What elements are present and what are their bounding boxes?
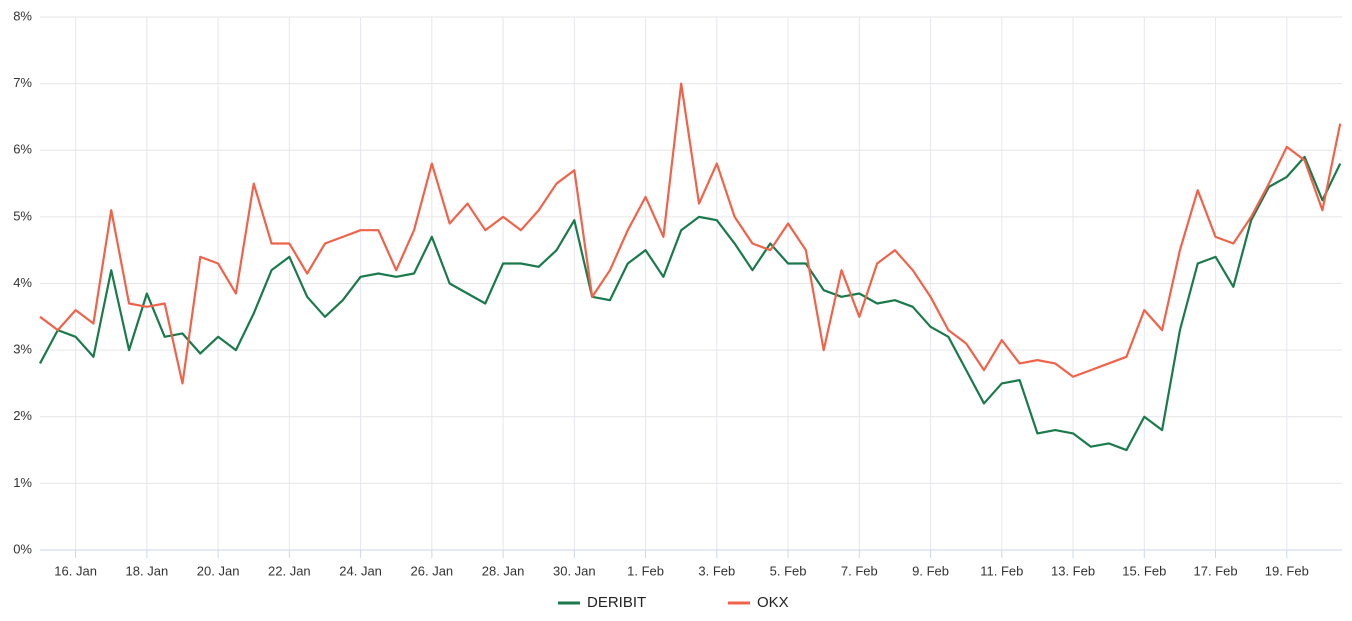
- legend-label: DERIBIT: [587, 594, 646, 611]
- x-tick-label: 9. Feb: [912, 563, 949, 578]
- x-tick-label: 19. Feb: [1265, 563, 1309, 578]
- x-tick-label: 28. Jan: [482, 563, 525, 578]
- y-tick-label: 7%: [13, 75, 32, 90]
- x-tick-label: 15. Feb: [1122, 563, 1166, 578]
- y-tick-label: 8%: [13, 8, 32, 23]
- x-tick-label: 1. Feb: [627, 563, 664, 578]
- x-tick-label: 30. Jan: [553, 563, 596, 578]
- x-tick-label: 22. Jan: [268, 563, 311, 578]
- x-tick-label: 3. Feb: [698, 563, 735, 578]
- y-tick-label: 6%: [13, 142, 32, 157]
- x-tick-label: 11. Feb: [980, 563, 1023, 578]
- x-tick-label: 16. Jan: [54, 563, 97, 578]
- x-tick-label: 7. Feb: [841, 563, 878, 578]
- y-tick-label: 5%: [13, 208, 32, 223]
- x-tick-label: 17. Feb: [1193, 563, 1237, 578]
- x-tick-label: 26. Jan: [411, 563, 454, 578]
- x-tick-label: 5. Feb: [770, 563, 807, 578]
- y-tick-label: 2%: [13, 408, 32, 423]
- x-tick-label: 24. Jan: [339, 563, 382, 578]
- data-line: [39, 155, 1342, 452]
- x-tick-label: 18. Jan: [126, 563, 169, 578]
- y-tick-label: 1%: [13, 475, 32, 490]
- y-tick-label: 4%: [13, 275, 32, 290]
- data-line: [39, 82, 1342, 385]
- x-tick-label: 13. Feb: [1051, 563, 1095, 578]
- y-tick-label: 3%: [13, 342, 32, 357]
- x-tick-label: 20. Jan: [197, 563, 240, 578]
- y-tick-label: 0%: [13, 541, 32, 556]
- legend-label: OKX: [757, 594, 789, 611]
